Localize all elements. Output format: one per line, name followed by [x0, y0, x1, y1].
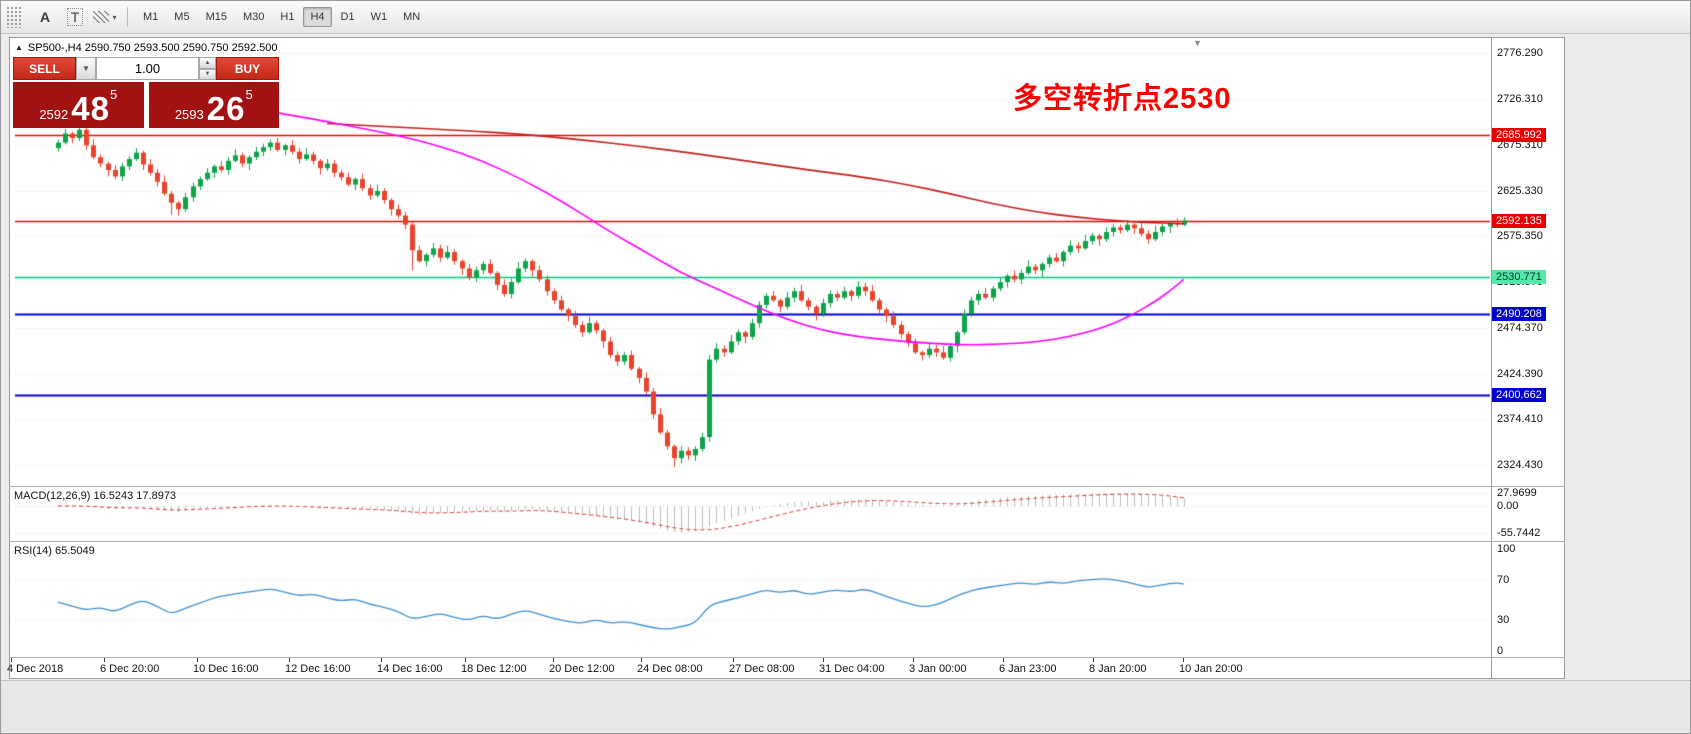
volume-stepper: ▲ ▼: [199, 57, 216, 80]
sell-price-pips: 48: [71, 90, 110, 127]
price-axis-tick: 2575.350: [1497, 230, 1543, 243]
volume-input[interactable]: 1.00: [96, 57, 199, 80]
trade-controls-row: SELL ▼ 1.00 ▲ ▼ BUY: [13, 57, 279, 80]
sell-price-point: 5: [109, 87, 118, 102]
toolbar-grip-icon[interactable]: [6, 6, 22, 28]
time-axis-label: 27 Dec 08:00: [729, 663, 795, 675]
time-axis-tick: [289, 658, 290, 662]
chart-canvas[interactable]: [9, 37, 1565, 679]
time-axis-tick: [1003, 658, 1004, 662]
text-tool-icon[interactable]: A: [39, 9, 51, 25]
time-axis-label: 6 Jan 23:00: [999, 663, 1057, 675]
time-axis-tick: [553, 658, 554, 662]
price-axis-tick: 2776.290: [1497, 47, 1543, 59]
macd-axis-value: 0.00: [1497, 500, 1519, 513]
rsi-axis-value: 0: [1497, 645, 1504, 657]
time-axis-tick: [381, 658, 382, 662]
time-axis-tick: [11, 658, 12, 662]
time-axis-tick: [913, 658, 914, 662]
label-tool-glyph: T: [66, 8, 84, 26]
timeframe-d1[interactable]: D1: [340, 11, 355, 23]
time-axis-tick: [641, 658, 642, 662]
price-level-label: 2490.208: [1492, 306, 1546, 321]
buy-button[interactable]: BUY: [216, 57, 279, 80]
volume-up-icon[interactable]: ▲: [199, 57, 216, 69]
label-tool-icon[interactable]: T: [62, 5, 88, 29]
price-axis-tick: 2625.330: [1497, 184, 1543, 197]
timeframe-m5[interactable]: M5: [174, 11, 190, 23]
line-style-button[interactable]: ▾: [92, 5, 118, 29]
time-axis-tick: [104, 658, 105, 662]
price-level-label: 2400.662: [1492, 388, 1546, 403]
sell-price-base: 2592: [39, 107, 69, 122]
time-axis-label: 12 Dec 16:00: [285, 663, 351, 675]
line-style-icon: [93, 11, 110, 23]
price-axis-tick: 2324.430: [1497, 459, 1543, 471]
time-axis-tick: [1183, 658, 1184, 662]
timeframe-toolbar: M1 M5 M15 M30 H1 H4 D1 W1 MN: [135, 7, 428, 27]
buy-price-pips: 26: [206, 90, 246, 127]
time-axis-label: 20 Dec 12:00: [549, 663, 615, 675]
trade-prices-row: 2592 48 5 2593 26 5: [13, 82, 279, 128]
timeframe-h4[interactable]: H4: [303, 7, 332, 27]
price-axis-separator: [1491, 37, 1492, 679]
time-axis-tick: [733, 658, 734, 662]
timeframe-m15[interactable]: M15: [205, 11, 227, 23]
volume-down-icon[interactable]: ▼: [199, 68, 216, 80]
price-axis-tick: 2474.370: [1497, 322, 1543, 335]
buy-price-point: 5: [245, 87, 253, 102]
macd-label: MACD(12,26,9) 16.5243 17.8973: [14, 490, 177, 502]
buy-price-button[interactable]: 2593 26 5: [148, 82, 279, 128]
time-axis-label: 6 Dec 20:00: [100, 663, 160, 675]
time-axis-label: 14 Dec 16:00: [377, 663, 443, 675]
time-axis-label: 3 Jan 00:00: [909, 663, 967, 675]
price-level-label: 2685.992: [1492, 128, 1546, 143]
timeframe-w1[interactable]: W1: [370, 11, 388, 23]
symbol-ohlc-text: SP500-,H4 2590.750 2593.500 2590.750 259…: [27, 42, 278, 54]
status-bar: [1, 680, 1690, 733]
symbol-info: ▲ SP500-,H4 2590.750 2593.500 2590.750 25…: [15, 42, 277, 54]
chart-annotation-text: 多空转折点2530: [1013, 83, 1232, 115]
rsi-axis-value: 30: [1497, 614, 1510, 627]
timeframe-m30[interactable]: M30: [242, 11, 265, 23]
time-axis-tick: [465, 658, 466, 662]
sell-price-button[interactable]: 2592 48 5: [13, 82, 144, 128]
time-axis-label: 24 Dec 08:00: [637, 663, 703, 675]
rsi-axis-value: 70: [1497, 573, 1510, 586]
time-axis-label: 10 Jan 20:00: [1179, 663, 1243, 675]
toolbar: A T ▾ M1 M5 M15 M30 H1 H4 D1 W1 MN: [1, 1, 1690, 34]
time-axis-label: 8 Jan 20:00: [1089, 663, 1147, 675]
toolbar-separator: [127, 7, 128, 27]
price-level-label: 2530.771: [1492, 269, 1546, 284]
macd-axis-value: 27.9699: [1497, 487, 1537, 500]
time-axis-label: 4 Dec 2018: [7, 663, 64, 675]
price-axis-tick: 2374.410: [1497, 413, 1543, 426]
macd-panel-splitter[interactable]: [9, 486, 1565, 487]
rsi-panel-splitter[interactable]: [9, 541, 1565, 542]
collapse-triangle-icon[interactable]: ▲: [15, 43, 23, 52]
time-axis-separator: [9, 657, 1565, 658]
price-axis-tick: 2726.310: [1497, 92, 1543, 105]
one-click-trading-panel: SELL ▼ 1.00 ▲ ▼ BUY 2592 48 5 2593 26 5: [13, 57, 279, 128]
sell-button[interactable]: SELL: [13, 57, 76, 80]
timeframe-m1[interactable]: M1: [143, 11, 159, 23]
timeframe-mn[interactable]: MN: [403, 11, 421, 23]
chevron-down-icon: ▾: [112, 12, 117, 22]
time-axis-label: 31 Dec 04:00: [819, 663, 885, 675]
price-axis-tick: 2424.390: [1497, 367, 1543, 380]
rsi-label: RSI(14) 65.5049: [14, 545, 95, 557]
buy-price-base: 2593: [174, 107, 204, 122]
time-axis-tick: [197, 658, 198, 662]
time-axis-tick: [823, 658, 824, 662]
price-level-label: 2592.135: [1492, 213, 1546, 228]
macd-axis-value: -55.7442: [1497, 527, 1541, 540]
time-axis-tick: [1093, 658, 1094, 662]
chart-shift-marker-icon[interactable]: ▼: [1193, 38, 1202, 48]
volume-dropdown-button[interactable]: ▼: [76, 57, 96, 80]
time-axis-label: 18 Dec 12:00: [461, 663, 527, 675]
timeframe-h1[interactable]: H1: [280, 11, 295, 23]
time-axis-label: 10 Dec 16:00: [193, 663, 259, 675]
rsi-axis-value: 100: [1497, 543, 1516, 555]
